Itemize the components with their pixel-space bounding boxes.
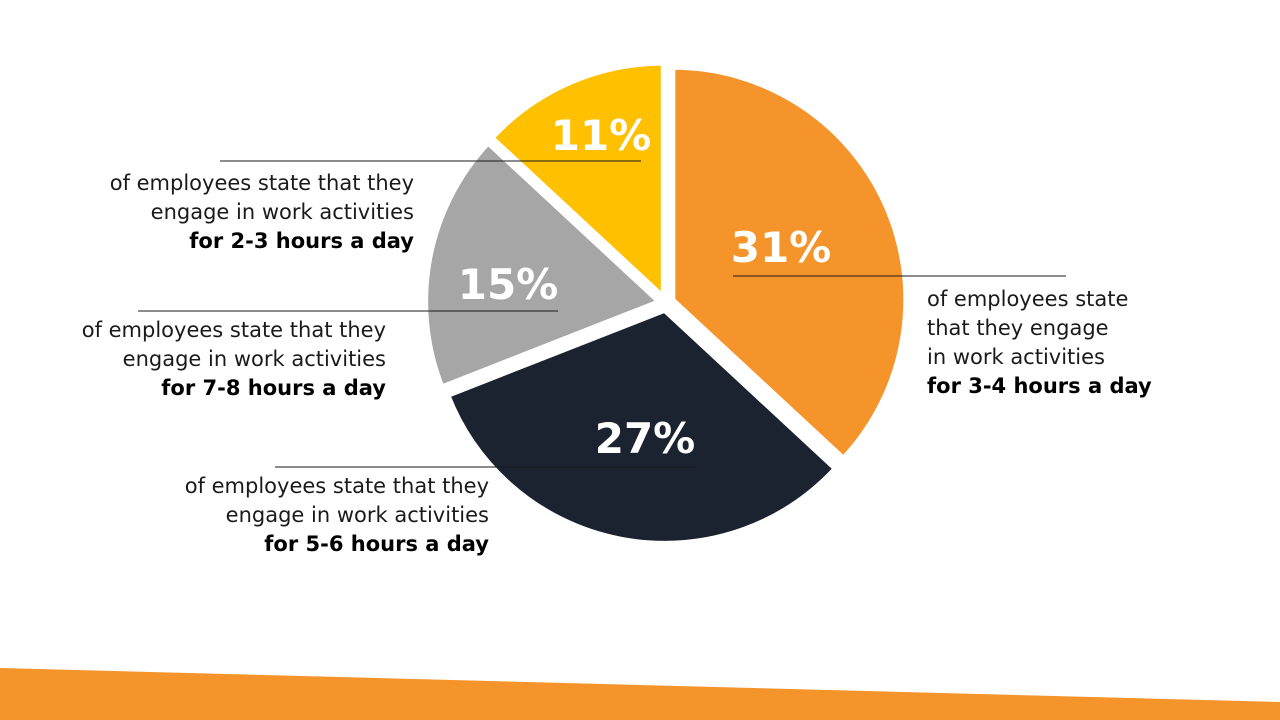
callout-line: of employees state that they: [81, 318, 386, 342]
pct-label-31: 31%: [731, 223, 832, 272]
pct-label-11: 11%: [551, 111, 652, 160]
pie-slice-11-percent: [489, 61, 665, 301]
callout-5-6-hours: of employees state that they engage in w…: [90, 472, 489, 559]
pie-slice-27-percent: [445, 308, 838, 545]
pct-label-27: 27%: [595, 414, 696, 463]
callout-line: of employees state that they: [109, 171, 414, 195]
bottom-accent-band: [0, 668, 1280, 720]
callout-3-4-hours: of employees state that they engage in w…: [927, 285, 1257, 401]
callout-2-3-hours: of employees state that they engage in w…: [20, 169, 414, 256]
callout-emphasis: for 7-8 hours a day: [161, 376, 386, 400]
callout-line: engage in work activities: [122, 347, 386, 371]
callout-emphasis: for 2-3 hours a day: [189, 229, 414, 253]
pie-slice-31-percent: [671, 65, 908, 461]
callout-line: engage in work activities: [225, 503, 489, 527]
callout-7-8-hours: of employees state that they engage in w…: [0, 316, 386, 403]
callout-line: in work activities: [927, 345, 1105, 369]
callout-emphasis: for 3-4 hours a day: [927, 374, 1152, 398]
callout-line: that they engage: [927, 316, 1109, 340]
pie-chart: [424, 61, 908, 545]
pie-slice-15-percent: [424, 140, 662, 389]
callout-line: engage in work activities: [150, 200, 414, 224]
callout-line: of employees state: [927, 287, 1129, 311]
pct-label-15: 15%: [458, 260, 559, 309]
callout-emphasis: for 5-6 hours a day: [264, 532, 489, 556]
callout-line: of employees state that they: [184, 474, 489, 498]
